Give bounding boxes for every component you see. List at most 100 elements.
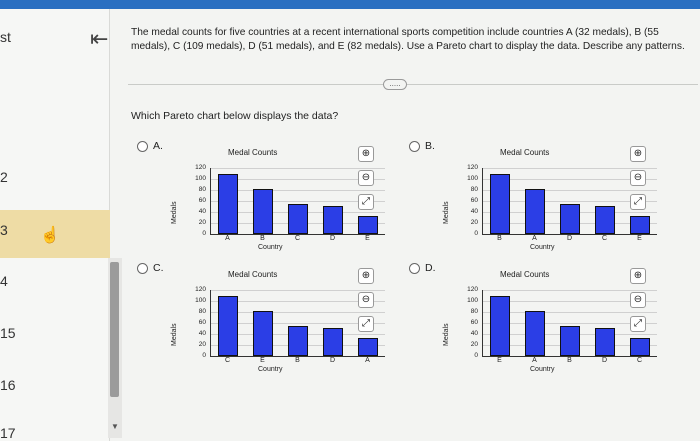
y-tick-label: 120 xyxy=(195,286,206,293)
zoom-in-icon[interactable]: ⊕ xyxy=(630,268,646,284)
y-tick-label: 60 xyxy=(198,197,206,204)
y-tick-label: 120 xyxy=(467,286,478,293)
gridline xyxy=(210,201,385,202)
y-axis xyxy=(482,290,483,356)
x-axis-label: Country xyxy=(258,244,283,251)
bar xyxy=(287,203,308,234)
y-tick-label: 100 xyxy=(467,175,478,182)
expand-icon[interactable]: ⤢ xyxy=(630,316,646,332)
question-text: The medal counts for five countries at a… xyxy=(131,27,685,52)
bar xyxy=(489,296,510,356)
collapse-panel-icon[interactable]: ⇤ xyxy=(90,26,109,51)
y-tick-label: 80 xyxy=(198,308,206,315)
question-list-item[interactable]: st xyxy=(0,29,11,45)
bar xyxy=(594,205,615,234)
x-axis xyxy=(482,234,657,235)
x-tick-label: B xyxy=(567,357,572,364)
y-tick-label: 100 xyxy=(195,175,206,182)
y-tick-label: 60 xyxy=(470,197,478,204)
y-axis-label: Medals xyxy=(443,201,450,224)
zoom-out-icon[interactable]: ⊖ xyxy=(630,292,646,308)
question-list-item[interactable]: 2 xyxy=(0,169,8,185)
question-list-item[interactable]: 16 xyxy=(0,377,16,393)
y-tick-label: 40 xyxy=(198,208,206,215)
y-tick-label: 0 xyxy=(202,352,206,359)
y-tick-label: 20 xyxy=(198,341,206,348)
bar xyxy=(357,338,378,356)
chart-title: Medal Counts xyxy=(228,270,278,279)
y-tick-label: 100 xyxy=(467,297,478,304)
bar xyxy=(629,338,650,356)
gridline xyxy=(210,190,385,191)
option-c[interactable]: C. xyxy=(137,262,164,274)
option-b[interactable]: B. xyxy=(409,140,435,152)
x-axis-label: Country xyxy=(530,244,555,251)
chart-title: Medal Counts xyxy=(500,148,550,157)
question-prompt: Which Pareto chart below displays the da… xyxy=(131,110,339,122)
x-tick-label: D xyxy=(329,357,336,364)
x-tick-label: A xyxy=(225,235,230,242)
question-list-item[interactable]: 4 xyxy=(0,273,8,289)
gridline xyxy=(482,323,657,324)
scrollbar-thumb[interactable] xyxy=(110,262,119,397)
zoom-in-icon[interactable]: ⊕ xyxy=(630,146,646,162)
y-tick-label: 0 xyxy=(474,352,478,359)
scroll-down-icon[interactable]: ▼ xyxy=(111,422,119,431)
gridline xyxy=(482,201,657,202)
x-tick-label: B xyxy=(295,357,300,364)
option-a[interactable]: A. xyxy=(137,140,163,152)
x-axis-label: Country xyxy=(530,366,555,373)
zoom-in-icon[interactable]: ⊕ xyxy=(358,146,374,162)
current-question-highlight xyxy=(0,210,110,258)
x-tick-label: D xyxy=(601,357,608,364)
gridline xyxy=(210,290,385,291)
question-list-item[interactable]: 15 xyxy=(0,325,16,341)
y-axis-label: Medals xyxy=(171,201,178,224)
hand-cursor-icon: ☝ xyxy=(40,227,60,244)
x-tick-label: A xyxy=(532,357,537,364)
expand-icon[interactable]: ⤢ xyxy=(630,194,646,210)
option-d[interactable]: D. xyxy=(409,262,436,274)
gridline xyxy=(482,290,657,291)
radio-button[interactable] xyxy=(409,262,420,274)
bar xyxy=(322,327,343,356)
y-tick-label: 20 xyxy=(470,341,478,348)
bar xyxy=(489,174,510,234)
y-axis xyxy=(210,290,211,356)
y-tick-label: 120 xyxy=(467,164,478,171)
expand-icon[interactable]: ⤢ xyxy=(358,194,374,210)
x-tick-label: C xyxy=(294,235,301,242)
x-tick-label: E xyxy=(365,235,370,242)
more-button[interactable]: ..... xyxy=(383,79,407,90)
radio-button[interactable] xyxy=(137,140,148,152)
question-list-item[interactable]: 3 xyxy=(0,222,8,238)
x-tick-label: A xyxy=(532,235,537,242)
divider xyxy=(128,84,698,85)
y-axis xyxy=(210,168,211,234)
zoom-out-icon[interactable]: ⊖ xyxy=(358,170,374,186)
radio-button[interactable] xyxy=(137,262,148,274)
question-list-panel: st 2 3 4 15 16 17 xyxy=(0,9,110,441)
question-list-item[interactable]: 17 xyxy=(0,425,16,441)
y-tick-label: 40 xyxy=(470,330,478,337)
chart-title: Medal Counts xyxy=(228,148,278,157)
zoom-out-icon[interactable]: ⊖ xyxy=(358,292,374,308)
x-tick-label: E xyxy=(260,357,265,364)
y-tick-label: 60 xyxy=(470,319,478,326)
zoom-in-icon[interactable]: ⊕ xyxy=(358,268,374,284)
expand-icon[interactable]: ⤢ xyxy=(358,316,374,332)
gridline xyxy=(210,323,385,324)
y-tick-label: 80 xyxy=(470,186,478,193)
zoom-out-icon[interactable]: ⊖ xyxy=(630,170,646,186)
gridline xyxy=(210,168,385,169)
bar xyxy=(559,325,580,356)
gridline xyxy=(482,301,657,302)
radio-button[interactable] xyxy=(409,140,420,152)
y-tick-label: 120 xyxy=(195,164,206,171)
chart-title: Medal Counts xyxy=(500,270,550,279)
bar xyxy=(629,216,650,234)
x-tick-label: E xyxy=(497,357,502,364)
y-tick-label: 60 xyxy=(198,319,206,326)
y-tick-label: 80 xyxy=(198,186,206,193)
option-letter: A. xyxy=(153,140,163,152)
